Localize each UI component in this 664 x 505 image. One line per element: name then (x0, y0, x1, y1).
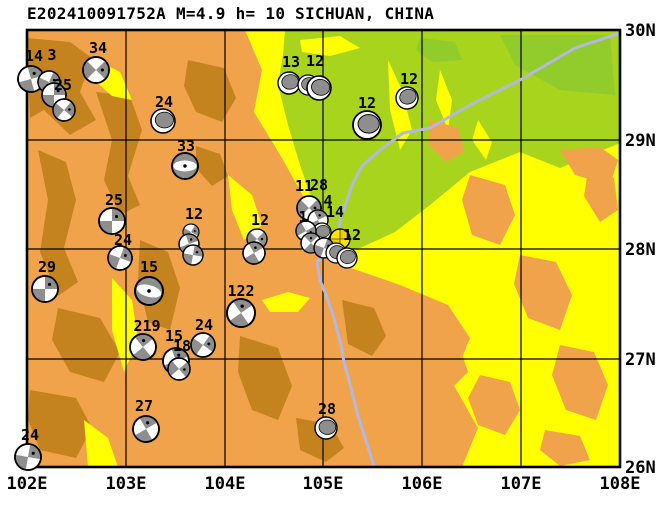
terrain-patches-east (428, 120, 618, 466)
event-label: 27 (135, 397, 153, 415)
y-axis-label-30N: 30N (625, 21, 656, 41)
map-title: E202410091752A M=4.9 h= 10 SICHUAN, CHIN… (27, 4, 435, 23)
event-label: 25 (105, 191, 123, 209)
event-label: 28 (318, 400, 336, 418)
event-label: 219 (133, 317, 160, 335)
x-axis-label-103E: 103E (106, 474, 147, 494)
terrain-ridges (27, 38, 386, 462)
event-label: 12 (306, 52, 324, 70)
terrain-streak (436, 70, 452, 130)
event-label: 12 (251, 211, 269, 229)
y-axis-label-27N: 27N (625, 350, 656, 370)
terrain-dark-green (416, 38, 462, 62)
beachball-normal (171, 152, 199, 180)
event-label: 122 (227, 282, 254, 300)
event-label: 12 (358, 94, 376, 112)
event-label: 33 (177, 137, 195, 155)
y-axis-label-26N: 26N (625, 458, 656, 478)
event-label: 18 (173, 337, 191, 355)
event-label: 28 (310, 176, 328, 194)
event-label: 29 (38, 258, 56, 276)
event-label: 25 (54, 76, 72, 94)
map-frame (25, 28, 622, 469)
terrain-dark-green (500, 35, 615, 95)
y-axis-label-29N: 29N (625, 131, 656, 151)
event-label: 12 (400, 70, 418, 88)
event-label: 24 (195, 316, 213, 334)
event-label: 24 (21, 426, 39, 444)
event-label: 3 (47, 46, 56, 64)
beachball-thrust (352, 110, 382, 140)
beachball-ss (31, 275, 59, 303)
event-label: 12 (185, 205, 203, 223)
x-axis-label-106E: 106E (402, 474, 443, 494)
event-label: 14 (25, 47, 43, 65)
event-label: 14 (326, 203, 344, 221)
beachball-thrust (150, 108, 176, 134)
event-label: 4 (323, 192, 332, 210)
x-axis-label-105E: 105E (303, 474, 344, 494)
event-label: 15 (165, 327, 183, 345)
y-axis-label-28N: 28N (625, 240, 656, 260)
event-label: 24 (114, 231, 132, 249)
event-label: 12 (343, 226, 361, 244)
x-axis-label-104E: 104E (205, 474, 246, 494)
event-label: 15 (140, 258, 158, 276)
terrain-streak (300, 36, 360, 56)
axis-labels: 102E 103E 104E 105E 106E 107E 108E 30N 29N 28N 27N… (7, 21, 656, 494)
event-label: 24 (155, 93, 173, 111)
event-label: 1 (298, 208, 307, 226)
event-label: 34 (89, 39, 107, 57)
x-axis-label-107E: 107E (501, 474, 542, 494)
x-axis-label-102E: 102E (7, 474, 48, 494)
event-label: 11 (295, 177, 313, 195)
x-axis-label-108E: 108E (600, 474, 641, 494)
event-label: 13 (282, 53, 300, 71)
